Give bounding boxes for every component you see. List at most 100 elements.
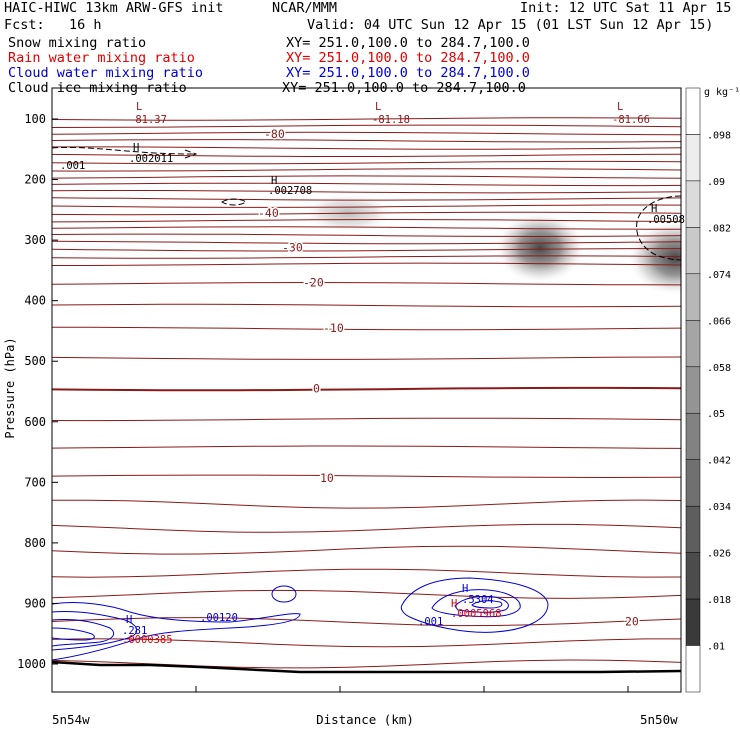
colorbar-tick-label: .058 [707,363,731,374]
temperature-label: -30 [282,240,303,254]
temperature-label: -20 [303,276,324,290]
temperature-contour-line [52,474,681,479]
temperature-label: 20 [625,615,639,629]
temperature-contour-line [52,182,681,187]
temperature-contour-line [52,445,681,449]
contour-value-label: .001 [418,616,443,628]
temperature-contour-line [52,568,681,578]
temperature-contour-line [52,499,681,509]
field-label-cloud-water: Cloud water mixing ratio [8,65,204,81]
field-xy-rain: XY= 251.0,100.0 to 284.7,100.0 [286,50,530,66]
x-axis [51,686,629,692]
temperature-contour-line [52,356,681,360]
colorbar-tick-label: .01 [707,642,725,653]
colorbar-swatch [685,505,701,553]
high-value-label: .002708 [268,185,312,197]
x-axis-label: Distance (km) [316,712,414,727]
field-xy-snow: XY= 251.0,100.0 to 284.7,100.0 [286,35,530,51]
low-value-label: -81.18 [372,114,410,126]
cloud-water-contours [52,577,549,661]
y-tick-label: 700 [24,475,46,489]
temperature-contour-line [52,281,681,286]
cloud-shading-right [627,220,681,296]
y-tick-label: 300 [24,233,46,247]
y-tick-label: 100 [24,112,46,126]
high-marker: H [462,583,468,595]
colorbar-tick-label: .066 [707,316,731,327]
y-axis-label: Pressure (hPa) [3,337,17,438]
temperature-contour-line [52,386,681,392]
high-value-label: .002011 [129,153,173,165]
field-label-rain: Rain water mixing ratio [8,50,195,66]
y-tick-label: 200 [24,173,46,187]
high-marker: H [126,614,132,626]
temperature-contour-line [52,197,681,201]
y-axis: 100 200 300 400 500 600 700 800 900 1000 [17,112,58,671]
colorbar-swatch [685,366,701,414]
x-tick-label-left: 5n54w [52,712,90,727]
temperature-contour-line [52,175,681,179]
low-marker: L [136,101,142,113]
y-tick-label: 800 [24,536,46,550]
colorbar-swatch [685,645,701,693]
colorbar-tick-label: .034 [707,502,731,513]
x-tick-label-right: 5n50w [640,712,678,727]
field-xy-cloud-water: XY= 251.0,100.0 to 284.7,100.0 [286,65,530,81]
low-marker: L [617,101,623,113]
low-value-label: -81.66 [612,114,650,126]
temperature-contour-line [52,262,681,266]
high-marker: H [133,142,139,154]
temperature-contour-line [52,117,681,121]
high-value-label: .0000385 [122,634,173,646]
high-value-label: .5304 [462,594,494,606]
colorbar-tick-label: .026 [707,549,731,560]
temperature-contour-line [52,204,681,208]
y-tick-label: 400 [24,294,46,308]
cloud-shading-center [494,212,586,284]
temperature-label: -80 [264,127,285,141]
high-marker: H [651,203,657,215]
colorbar-swatch [685,598,701,646]
colorbar-swatch [685,134,701,182]
y-tick-label: 600 [24,415,46,429]
temperature-contour-line [52,326,681,331]
org-label: NCAR/MMM [272,0,338,16]
temperature-contour-line [52,303,681,308]
terrain-line [51,660,682,674]
temperature-contour-line [52,146,681,150]
low-marker: L [375,101,381,113]
temperature-contour-line [52,589,681,599]
colorbar-swatch [685,412,701,460]
field-label-snow: Snow mixing ratio [8,35,147,51]
contour-value-label: .001 [60,160,85,172]
valid-time: Valid: 04 UTC Sun 12 Apr 15 (01 LST Sun … [307,17,714,33]
shaded-mixing-ratio [302,193,681,296]
colorbar-tick-label: .042 [707,456,731,467]
init-time: Init: 12 UTC Sat 11 Apr 15 [520,0,732,16]
contour-labels: L -81.37 L -81.18 L -81.66 H .002011 H .… [60,101,685,646]
cloud-ice-contours [52,146,681,261]
high-value-label: .0005968 [451,608,502,620]
temperature-contour-line [52,160,681,165]
colorbar-swatch [685,180,701,228]
colorbar-tick-label: .098 [707,131,731,142]
colorbar-tick-label: .018 [707,595,731,606]
temperature-contour-line [52,545,681,555]
chart-title: HAIC-HIWC 13km ARW-GFS init [4,0,224,16]
colorbar: .098 .09 .082 .074 .066 .058 .05 .042 .034 .026 .0… [685,87,731,693]
colorbar-swatch [685,273,701,321]
high-value-label: .281 [122,625,147,637]
temperature-label: 0 [313,381,320,395]
temperature-label: 10 [320,471,334,485]
temperature-contour-line [52,638,681,648]
temperature-contour-line [52,153,681,157]
colorbar-tick-label: .09 [707,177,725,188]
temperature-label: -10 [323,321,344,335]
colorbar-tick-label: .05 [707,409,725,420]
colorbar-swatch [685,320,701,368]
contour-value-label: .00120 [200,612,238,624]
temperature-label: -40 [258,206,279,220]
temperature-contour-line [52,211,681,216]
colorbar-tick-label: .074 [707,270,731,281]
